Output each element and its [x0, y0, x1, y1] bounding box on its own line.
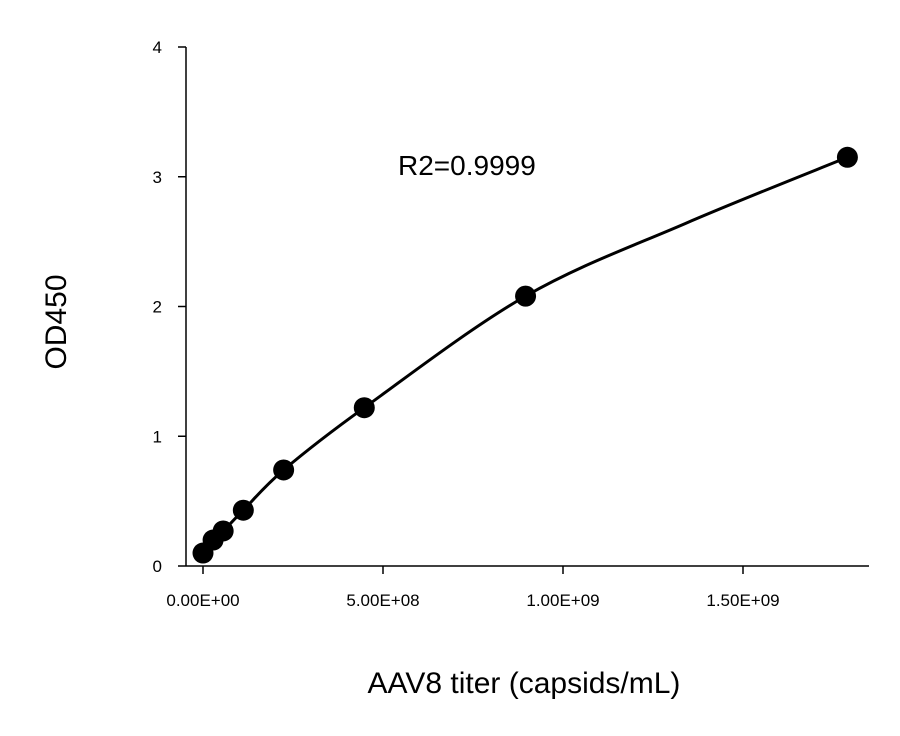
- data-point: [836, 146, 858, 168]
- data-point: [515, 285, 537, 307]
- r2-annotation: R2=0.9999: [398, 150, 536, 181]
- y-tick-label: 1: [153, 427, 162, 446]
- y-tick-label: 4: [153, 38, 162, 57]
- axes: 0 1 2 3 4 0.00E+00 5.00E+08 1.00E+09 1.50E+09: [153, 38, 869, 610]
- x-tick-label: 0.00E+00: [166, 591, 239, 610]
- x-axis-title: AAV8 titer (capsids/mL): [368, 667, 681, 700]
- y-axis-title: OD450: [40, 274, 73, 369]
- data-point: [232, 499, 254, 521]
- data-point: [273, 459, 295, 481]
- fit-curve-group: [201, 155, 848, 554]
- fit-curve: [201, 155, 848, 554]
- y-tick-label: 3: [153, 168, 162, 187]
- x-tick-label: 1.50E+09: [706, 591, 779, 610]
- y-tick-label: 0: [153, 557, 162, 576]
- y-tick-label: 2: [153, 298, 162, 317]
- x-tick-label: 1.00E+09: [526, 591, 599, 610]
- data-point: [212, 520, 234, 542]
- data-point: [353, 397, 375, 419]
- x-tick-label: 5.00E+08: [346, 591, 419, 610]
- data-points-group: [192, 146, 858, 564]
